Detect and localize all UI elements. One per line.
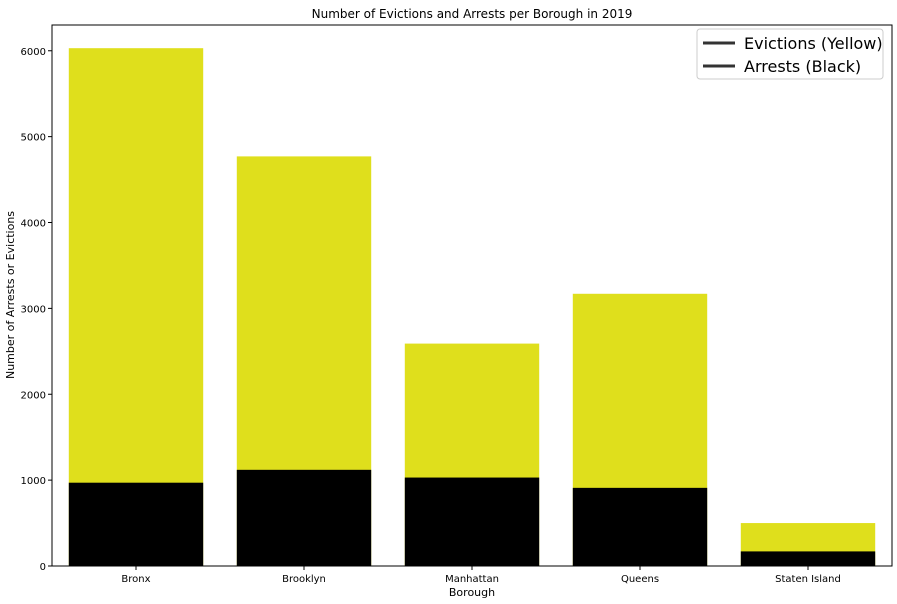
legend: Evictions (Yellow) Arrests (Black) [696,28,884,80]
x-tick-label-bronx: Bronx [121,574,150,585]
y-tick-label: 1000 [21,476,46,487]
y-tick-label: 2000 [21,390,46,401]
bar-arrests-queens [572,487,708,566]
x-tick-label-queens: Queens [621,574,659,585]
y-axis: 0 1000 2000 3000 4000 5000 6000 [21,47,52,573]
x-tick-label-staten-island: Staten Island [775,574,841,585]
y-tick-label: 5000 [21,133,46,144]
chart-title: Number of Evictions and Arrests per Boro… [312,7,633,21]
legend-label-arrests: Arrests (Black) [744,57,861,76]
legend-label-evictions: Evictions (Yellow) [744,34,883,53]
x-axis: Bronx Brooklyn Manhattan Queens Staten Islan… [121,566,841,585]
y-tick-label: 4000 [21,219,46,230]
plot-frame [51,24,893,567]
y-tick-label: 3000 [21,304,46,315]
y-axis-label: Number of Arrests or Evictions [4,211,17,379]
arrests-bars [68,469,876,566]
bar-arrests-manhattan [404,477,540,566]
y-tick-label: 6000 [21,47,46,58]
x-axis-label: Borough [449,586,495,599]
bar-arrests-bronx [68,482,204,566]
legend-box [696,28,884,80]
bar-arrests-brooklyn [236,469,372,566]
x-tick-label-manhattan: Manhattan [445,574,499,585]
bar-arrests-staten-island [740,551,876,566]
bar-evictions-bronx [68,48,204,566]
y-tick-label: 0 [40,562,46,573]
x-tick-label-brooklyn: Brooklyn [282,574,326,585]
